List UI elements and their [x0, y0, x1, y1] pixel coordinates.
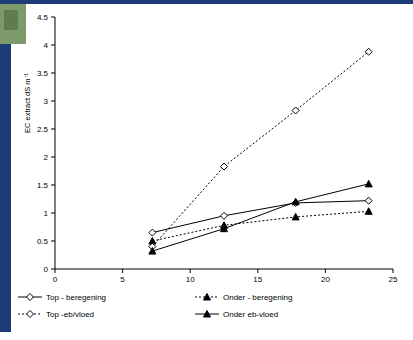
y-tick-label: 1 [44, 209, 49, 218]
photo-detail [4, 10, 18, 30]
y-tick-label: 3 [44, 97, 49, 106]
x-tick [325, 269, 326, 273]
x-tick [393, 269, 394, 273]
legend-key-marker [204, 294, 211, 301]
y-tick-label: 3.5 [37, 69, 49, 78]
y-tick-label: 4 [44, 41, 49, 50]
series-line [152, 201, 368, 233]
plot-area [149, 48, 372, 254]
y-tick [51, 17, 55, 18]
series-marker [292, 107, 299, 114]
chart-container: 0 0.5 1 1.5 2 2.5 3 3.5 4 4.5 0 5 10 15 20 25 EC extract… [0, 0, 413, 340]
legend-label: Top - beregening [46, 293, 106, 302]
x-tick [55, 269, 56, 273]
y-tick-label: 0 [44, 265, 49, 274]
y-tick-label: 2 [44, 153, 49, 162]
series-marker [365, 208, 372, 215]
chart-svg: 0 0.5 1 1.5 2 2.5 3 3.5 4 4.5 0 5 10 15 20 25 EC extract… [0, 0, 413, 340]
x-tick-label: 0 [53, 275, 58, 284]
y-tick [51, 213, 55, 214]
y-tick-label: 2.5 [37, 125, 49, 134]
y-tick-label: 4.5 [37, 13, 49, 22]
y-tick [51, 185, 55, 186]
y-tick [51, 45, 55, 46]
series-marker [365, 197, 372, 204]
y-axis-label: EC extract dS m⁻¹ [23, 72, 32, 133]
x-tick [257, 269, 258, 273]
legend-key-marker [27, 311, 34, 318]
x-tick-label: 25 [389, 275, 398, 284]
legend-key-marker [204, 311, 211, 318]
series-marker [149, 248, 156, 255]
series-marker [365, 48, 372, 55]
y-tick [51, 157, 55, 158]
side-band [0, 40, 11, 332]
y-tick [51, 101, 55, 102]
series-line [152, 184, 368, 251]
legend-label: Onder - beregening [223, 293, 292, 302]
legend-key-marker [27, 294, 34, 301]
y-tick [51, 269, 55, 270]
x-tick-label: 15 [253, 275, 262, 284]
series-marker [149, 229, 156, 236]
series-marker [292, 198, 299, 205]
series-marker [221, 225, 228, 232]
x-tick [122, 269, 123, 273]
y-tick [51, 129, 55, 130]
series-marker [221, 212, 228, 219]
photo-corner [0, 4, 26, 44]
x-tick-label: 20 [321, 275, 330, 284]
top-band [0, 0, 413, 4]
y-tick [51, 241, 55, 242]
x-tick [190, 269, 191, 273]
series-marker [292, 213, 299, 220]
series-line [152, 52, 368, 247]
series-line [152, 211, 368, 241]
x-axis [55, 269, 393, 270]
legend-label: Onder eb-vloed [223, 310, 278, 319]
x-tick-label: 5 [120, 275, 125, 284]
y-axis [55, 17, 56, 269]
legend: Top - beregening Onder - beregening Top -e… [18, 293, 292, 319]
series-marker [221, 163, 228, 170]
legend-label: Top -eb/vloed [46, 310, 94, 319]
x-tick-label: 10 [186, 275, 195, 284]
y-tick-label: 0.5 [37, 237, 49, 246]
series-marker [365, 180, 372, 187]
y-tick-label: 1.5 [37, 181, 49, 190]
y-tick [51, 73, 55, 74]
